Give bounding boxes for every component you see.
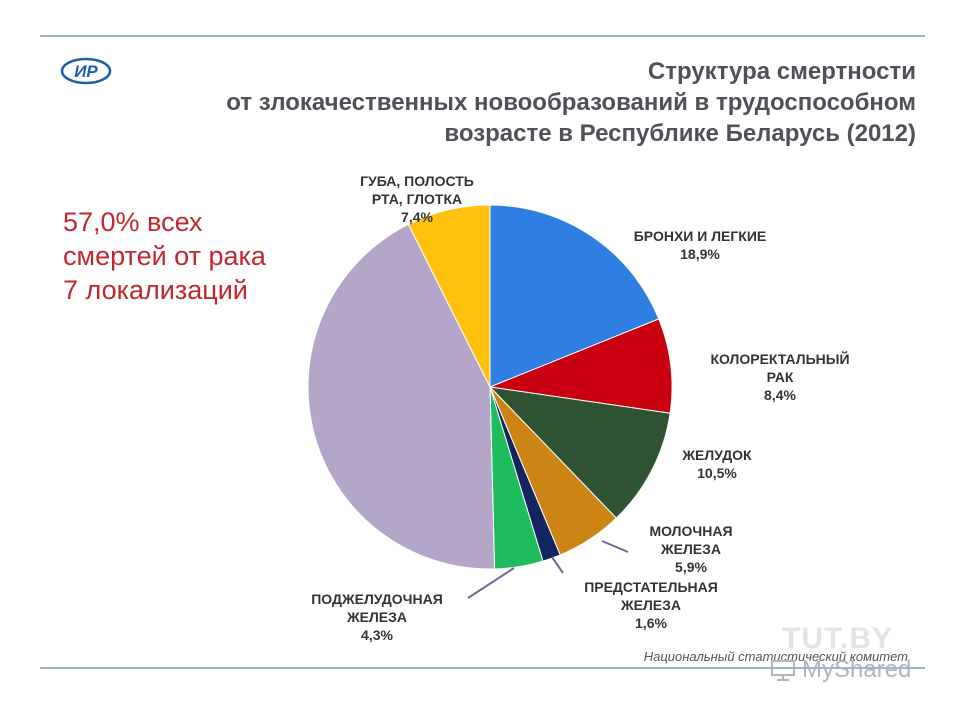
title-line: от злокачественных новообразований в тру… bbox=[226, 89, 916, 116]
slice-label-line: ПРЕДСТАТЕЛЬНАЯ bbox=[584, 579, 718, 595]
slice-label: МОЛОЧНАЯ ЖЕЛЕЗА 5,9% bbox=[649, 523, 732, 575]
watermark: MyShared bbox=[770, 656, 911, 684]
slice-label-line: КОЛОРЕКТАЛЬНЫЙ bbox=[710, 350, 849, 367]
callout-line: смертей от рака bbox=[63, 241, 266, 271]
slice-label-line: РАК bbox=[767, 369, 794, 385]
slice-label-line: МОЛОЧНАЯ bbox=[649, 523, 732, 539]
ghost-watermark: TUT.BY bbox=[782, 622, 893, 655]
slice-label: ПРЕДСТАТЕЛЬНАЯ ЖЕЛЕЗА 1,6% bbox=[584, 579, 718, 631]
presentation-icon bbox=[771, 660, 795, 681]
leader-line bbox=[601, 540, 629, 553]
callout-line: 57,0% всех bbox=[63, 207, 203, 237]
top-divider bbox=[40, 35, 925, 37]
source-note: Национальный статистический комитет bbox=[643, 649, 908, 664]
slice-label-line: ЖЕЛЕЗА bbox=[346, 609, 407, 625]
pie-slice bbox=[488, 386, 671, 519]
watermark-text: MyShared bbox=[802, 656, 912, 683]
leader-line bbox=[467, 567, 515, 599]
slice-label: ПОДЖЕЛУДОЧНАЯ ЖЕЛЕЗА 4,3% bbox=[311, 591, 443, 643]
slice-label-line: ГУБА, ПОЛОСТЬ bbox=[360, 173, 474, 189]
slice-label-line: БРОНХИ И ЛЕГКИЕ bbox=[634, 228, 767, 244]
slice-label: БРОНХИ И ЛЕГКИЕ 18,9% bbox=[634, 228, 767, 262]
pie-slice bbox=[407, 204, 491, 388]
slice-label-line: ПОДЖЕЛУДОЧНАЯ bbox=[311, 591, 443, 607]
pie-slice bbox=[488, 318, 673, 414]
slice-label-line: 8,4% bbox=[764, 387, 796, 403]
slice-label-line: ЖЕЛЕЗА bbox=[660, 541, 721, 557]
pie-slice bbox=[307, 223, 496, 570]
logo-text: ИР bbox=[74, 62, 98, 81]
title-line: возрасте в Республике Беларусь (2012) bbox=[444, 120, 916, 147]
bottom-divider bbox=[40, 667, 925, 669]
logo-icon: ИР bbox=[60, 57, 112, 85]
slice-label-line: 10,5% bbox=[697, 465, 737, 481]
slice-label: ГУБА, ПОЛОСТЬ РТА, ГЛОТКА 7,4% bbox=[360, 173, 474, 225]
slice-label-line: 7,4% bbox=[401, 209, 433, 225]
page-title: Структура смертности от злокачественных … bbox=[156, 56, 916, 149]
slice-label-line: ЖЕЛУДОК bbox=[681, 447, 752, 463]
slice-label-line: ЖЕЛЕЗА bbox=[620, 597, 681, 613]
slice-label: ЖЕЛУДОК 10,5% bbox=[681, 447, 752, 481]
slice-label-line: 5,9% bbox=[675, 559, 707, 575]
pie-slice bbox=[489, 204, 660, 388]
title-line: Структура смертности bbox=[647, 58, 916, 85]
slice-label-line: РТА, ГЛОТКА bbox=[372, 191, 462, 207]
callout-line: 7 локализаций bbox=[63, 275, 248, 305]
leader-line bbox=[551, 556, 564, 574]
slice-label-line: 18,9% bbox=[680, 246, 720, 262]
slice-label-line: 4,3% bbox=[361, 627, 393, 643]
slice-label-line: 1,6% bbox=[635, 615, 667, 631]
slice-label: КОЛОРЕКТАЛЬНЫЙ РАК 8,4% bbox=[710, 350, 849, 403]
summary-callout: 57,0% всех смертей от рака 7 локализаций bbox=[63, 205, 323, 307]
